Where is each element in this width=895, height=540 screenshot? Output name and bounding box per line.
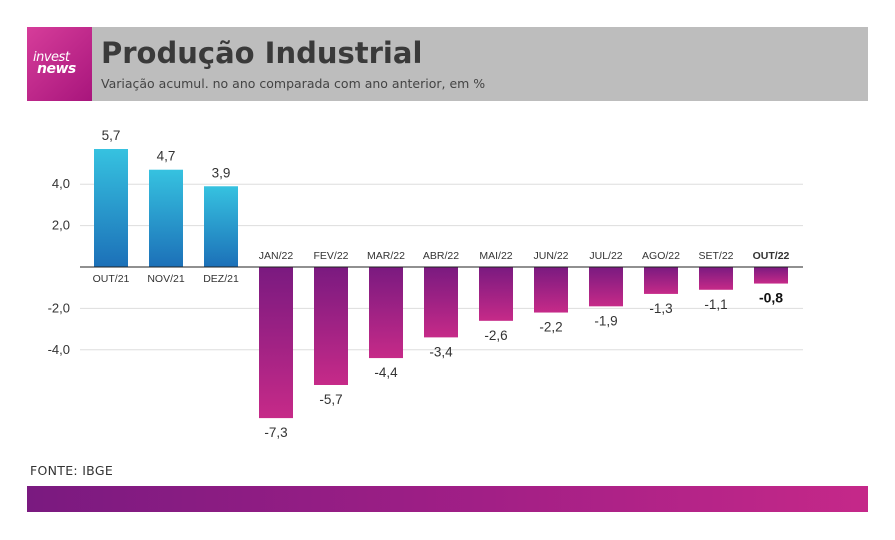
value-label: -2,6 xyxy=(484,328,507,343)
header-band: invest news Produção Industrial Variação… xyxy=(27,27,868,101)
value-label: -2,2 xyxy=(539,320,562,335)
bar xyxy=(149,169,183,267)
value-label: -5,7 xyxy=(319,392,342,407)
bar xyxy=(754,267,788,284)
bar xyxy=(589,267,623,307)
bar xyxy=(424,267,458,338)
value-label: -7,3 xyxy=(264,425,287,440)
category-label: JAN/22 xyxy=(259,250,294,262)
value-label: 5,7 xyxy=(102,128,121,143)
value-label: -0,8 xyxy=(759,290,783,306)
source-note: FONTE: IBGE xyxy=(30,463,114,478)
category-label: OUT/22 xyxy=(753,250,790,262)
value-label: -1,9 xyxy=(594,313,617,328)
category-label: OUT/21 xyxy=(93,273,130,285)
y-tick-label: -2,0 xyxy=(48,300,70,315)
category-label: JUN/22 xyxy=(533,250,568,262)
category-label: FEV/22 xyxy=(313,250,348,262)
category-label: DEZ/21 xyxy=(203,273,239,285)
chart-subtitle: Variação acumul. no ano comparada com an… xyxy=(101,76,486,91)
bar xyxy=(479,267,513,321)
value-label: -3,4 xyxy=(429,344,453,359)
bar xyxy=(314,267,348,385)
y-tick-label: -4,0 xyxy=(48,342,70,357)
logo-text-invest: invest xyxy=(33,50,70,65)
category-label: MAR/22 xyxy=(367,250,405,262)
value-label: 3,9 xyxy=(212,165,231,180)
category-label: MAI/22 xyxy=(479,250,512,262)
value-label: -1,3 xyxy=(649,301,672,316)
category-label: AGO/22 xyxy=(642,250,680,262)
bar xyxy=(259,267,293,419)
logo-text-news: news xyxy=(37,61,76,77)
y-tick-label: 2,0 xyxy=(52,218,70,233)
value-label: -4,4 xyxy=(374,365,398,380)
footer-bar xyxy=(27,486,868,512)
category-label: JUL/22 xyxy=(589,250,622,262)
value-label: -1,1 xyxy=(704,297,727,312)
bar xyxy=(534,267,568,313)
bar xyxy=(644,267,678,294)
category-label: ABR/22 xyxy=(423,250,459,262)
investnews-logo: invest news xyxy=(27,27,92,101)
bar xyxy=(94,149,128,267)
bar xyxy=(369,267,403,359)
category-label: SET/22 xyxy=(698,250,733,262)
y-tick-label: 4,0 xyxy=(52,176,70,191)
bar xyxy=(699,267,733,290)
category-label: NOV/21 xyxy=(147,273,185,285)
bar xyxy=(204,186,238,267)
value-label: 4,7 xyxy=(157,149,176,164)
chart-title: Produção Industrial xyxy=(101,36,423,70)
